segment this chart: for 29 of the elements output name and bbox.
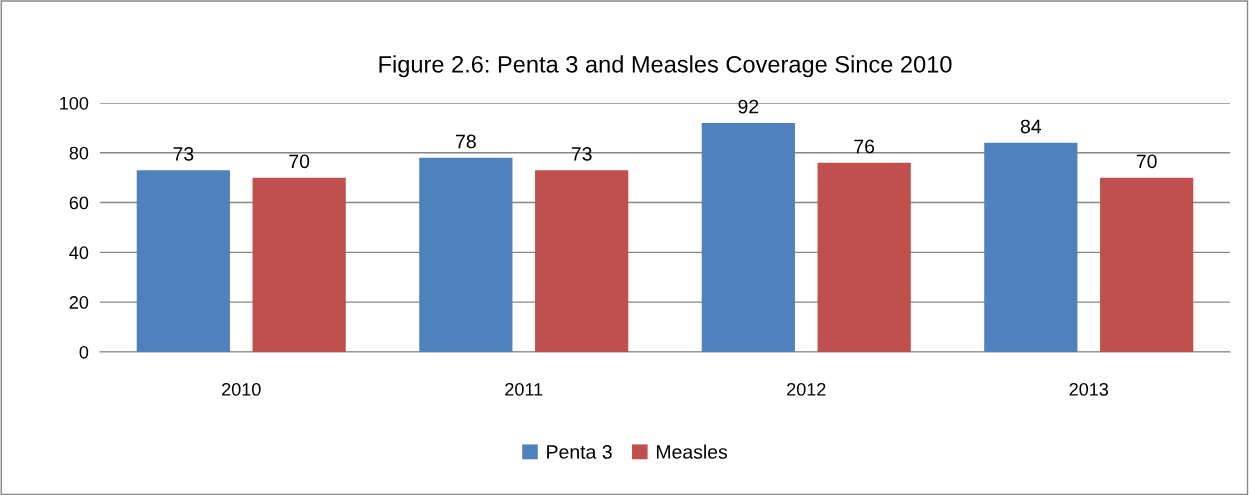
data-label: 84	[1020, 119, 1042, 134]
y-tick-label: 40	[69, 246, 89, 260]
bar	[701, 122, 795, 352]
legend-label: Measles	[656, 444, 728, 459]
data-label: 78	[456, 134, 476, 149]
bar	[817, 162, 911, 352]
legend-label: Penta 3	[547, 445, 612, 459]
x-tick-label: 2013	[1069, 382, 1109, 396]
y-tick-label: 20	[69, 296, 89, 309]
bar	[419, 157, 513, 352]
data-label: 70	[1136, 154, 1157, 169]
bar	[1100, 177, 1194, 352]
chart-title: Figure 2.6: Penta 3 and Measles Coverage Since 2010	[379, 55, 952, 78]
data-label: 73	[173, 147, 194, 161]
x-tick-label: 2012	[787, 382, 826, 396]
bar	[136, 170, 230, 352]
y-tick-label: 60	[69, 196, 89, 210]
bar	[535, 170, 629, 352]
data-label: 73	[571, 147, 592, 161]
data-label: 92	[738, 99, 759, 114]
data-label: 70	[289, 154, 310, 169]
bar	[984, 142, 1078, 352]
bar	[252, 177, 346, 352]
y-tick-label: 100	[60, 96, 89, 110]
x-tick-label: 2011	[505, 382, 543, 396]
y-tick-label: 0	[79, 345, 89, 359]
data-label: 76	[854, 139, 875, 154]
y-tick-label: 80	[69, 146, 89, 160]
x-tick-label: 2010	[222, 382, 261, 396]
